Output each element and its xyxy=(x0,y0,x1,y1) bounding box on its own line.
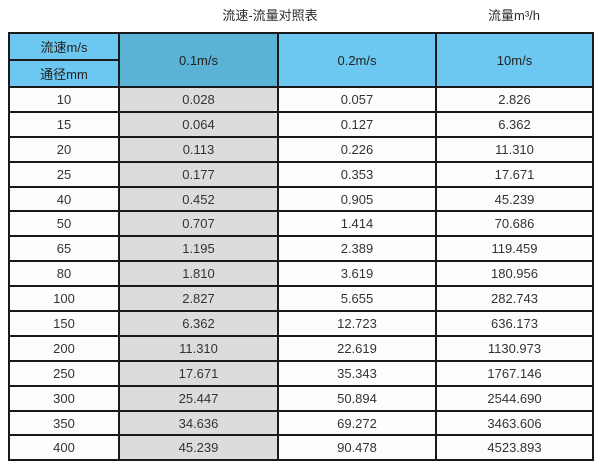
header-row-bottom: 通径mm xyxy=(8,59,593,88)
flow-value-cell-10ms: 11.310 xyxy=(435,135,594,163)
column-header-0p2ms: 0.2m/s xyxy=(277,32,437,88)
diameter-cell: 100 xyxy=(8,285,120,313)
column-header-0p1ms: 0.1m/s xyxy=(118,32,279,88)
flow-rate-table: 流速m/s 0.1m/s 0.2m/s 10m/s 通径mm 10 0.028 … xyxy=(8,32,594,462)
flow-value-cell-10ms: 1130.973 xyxy=(435,334,594,362)
table-row: 350 34.636 69.272 3463.606 xyxy=(8,409,594,437)
flow-value-cell-10ms: 636.173 xyxy=(435,310,594,337)
flow-value-cell-0p1ms: 25.447 xyxy=(118,384,279,412)
flow-value-cell-0p1ms: 45.239 xyxy=(118,434,279,462)
table-row: 20 0.113 0.226 11.310 xyxy=(8,135,594,163)
flow-value-cell-0p1ms: 0.028 xyxy=(118,86,279,113)
flow-value-cell-10ms: 3463.606 xyxy=(435,409,594,437)
flow-value-cell-0p1ms: 0.064 xyxy=(118,110,279,138)
diameter-cell: 15 xyxy=(8,110,120,138)
flow-value-cell-10ms: 6.362 xyxy=(435,110,594,138)
diameter-cell: 65 xyxy=(8,235,120,263)
flow-value-cell-0p2ms: 69.272 xyxy=(277,409,437,437)
flow-value-cell-0p2ms: 12.723 xyxy=(277,310,437,337)
flow-value-cell-0p1ms: 0.113 xyxy=(118,135,279,163)
flow-value-cell-0p2ms: 2.389 xyxy=(277,235,437,263)
diameter-cell: 150 xyxy=(8,310,120,337)
diameter-cell: 250 xyxy=(8,359,120,387)
flow-value-cell-10ms: 70.686 xyxy=(435,210,594,238)
header-row-top: 流速m/s 0.1m/s 0.2m/s 10m/s xyxy=(8,32,594,88)
flow-value-cell-0p1ms: 0.177 xyxy=(118,160,279,188)
table-row: 65 1.195 2.389 119.459 xyxy=(8,235,594,263)
flow-value-cell-10ms: 17.671 xyxy=(435,160,594,188)
flow-value-cell-10ms: 4523.893 xyxy=(435,434,594,462)
flow-value-cell-0p2ms: 0.353 xyxy=(277,160,437,188)
table-row: 200 11.310 22.619 1130.973 xyxy=(8,334,594,362)
diameter-cell: 200 xyxy=(8,334,120,362)
table-row: 25 0.177 0.353 17.671 xyxy=(8,160,594,188)
diameter-cell: 10 xyxy=(8,86,120,113)
table-row: 10 0.028 0.057 2.826 xyxy=(8,86,594,113)
flow-value-cell-10ms: 180.956 xyxy=(435,260,594,288)
column-header-10ms: 10m/s xyxy=(435,32,594,88)
flow-value-cell-0p1ms: 2.827 xyxy=(118,285,279,313)
flow-value-cell-0p1ms: 11.310 xyxy=(118,334,279,362)
table-row: 400 45.239 90.478 4523.893 xyxy=(8,434,594,462)
flow-value-cell-10ms: 119.459 xyxy=(435,235,594,263)
table-row: 150 6.362 12.723 636.173 xyxy=(8,310,594,337)
flow-value-cell-10ms: 282.743 xyxy=(435,285,594,313)
flow-value-cell-0p2ms: 35.343 xyxy=(277,359,437,387)
diameter-cell: 80 xyxy=(8,260,120,288)
flow-value-cell-0p2ms: 0.127 xyxy=(277,110,437,138)
flow-value-cell-10ms: 1767.146 xyxy=(435,359,594,387)
table-row: 250 17.671 35.343 1767.146 xyxy=(8,359,594,387)
table-row: 100 2.827 5.655 282.743 xyxy=(8,285,594,313)
flow-value-cell-0p2ms: 1.414 xyxy=(277,210,437,238)
table-captions: 流速-流量对照表 流量m³/h xyxy=(0,5,600,29)
flow-value-cell-0p2ms: 22.619 xyxy=(277,334,437,362)
corner-cell-velocity: 流速m/s xyxy=(8,32,120,61)
flow-value-cell-0p1ms: 17.671 xyxy=(118,359,279,387)
table-body: 10 0.028 0.057 2.826 15 0.064 0.127 6.36… xyxy=(8,86,594,462)
flow-value-cell-0p2ms: 50.894 xyxy=(277,384,437,412)
flow-value-cell-10ms: 45.239 xyxy=(435,185,594,213)
flow-value-cell-0p2ms: 90.478 xyxy=(277,434,437,462)
diameter-cell: 300 xyxy=(8,384,120,412)
flow-value-cell-0p2ms: 0.905 xyxy=(277,185,437,213)
table-title: 流速-流量对照表 xyxy=(222,8,318,23)
flow-value-cell-10ms: 2544.690 xyxy=(435,384,594,412)
flow-value-cell-0p2ms: 0.226 xyxy=(277,135,437,163)
table-header: 流速m/s 0.1m/s 0.2m/s 10m/s 通径mm xyxy=(8,32,594,88)
flow-value-cell-0p1ms: 1.810 xyxy=(118,260,279,288)
diameter-cell: 50 xyxy=(8,210,120,238)
flow-value-cell-10ms: 2.826 xyxy=(435,86,594,113)
table-row: 15 0.064 0.127 6.362 xyxy=(8,110,594,138)
diameter-cell: 350 xyxy=(8,409,120,437)
flow-value-cell-0p1ms: 34.636 xyxy=(118,409,279,437)
table-row: 50 0.707 1.414 70.686 xyxy=(8,210,594,238)
flow-value-cell-0p1ms: 0.452 xyxy=(118,185,279,213)
diameter-cell: 400 xyxy=(8,434,120,462)
flow-value-cell-0p1ms: 1.195 xyxy=(118,235,279,263)
flow-value-cell-0p2ms: 0.057 xyxy=(277,86,437,113)
diameter-cell: 25 xyxy=(8,160,120,188)
flow-unit-label: 流量m³/h xyxy=(487,8,540,23)
flow-value-cell-0p1ms: 0.707 xyxy=(118,210,279,238)
table-row: 40 0.452 0.905 45.239 xyxy=(8,185,594,213)
table-row: 300 25.447 50.894 2544.690 xyxy=(8,384,594,412)
diameter-cell: 20 xyxy=(8,135,120,163)
flow-value-cell-0p1ms: 6.362 xyxy=(118,310,279,337)
corner-cell-diameter: 通径mm xyxy=(8,59,120,88)
flow-value-cell-0p2ms: 5.655 xyxy=(277,285,437,313)
table-row: 80 1.810 3.619 180.956 xyxy=(8,260,594,288)
flow-value-cell-0p2ms: 3.619 xyxy=(277,260,437,288)
diameter-cell: 40 xyxy=(8,185,120,213)
